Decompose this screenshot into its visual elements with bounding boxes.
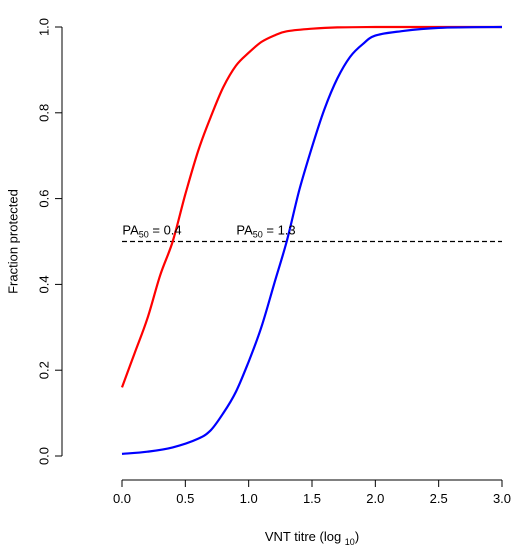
x-tick-label: 1.5 (303, 491, 321, 506)
y-tick-label: 0.4 (36, 275, 51, 293)
series-line-1 (121, 25, 503, 455)
plot-area (120, 25, 503, 455)
y-axis: 0.0 0.2 0.4 0.6 0.8 1.0 (36, 18, 63, 465)
y-tick-label: 0.6 (36, 190, 51, 208)
x-axis: 0.0 0.5 1.0 1.5 2.0 2.5 3.0 (113, 479, 511, 506)
y-tick-label: 0.2 (36, 361, 51, 379)
pa50-label: PA50 = 1.3 (236, 223, 295, 240)
y-tick-label: 0.0 (36, 447, 51, 465)
x-tick-label: 3.0 (493, 491, 511, 506)
pa50-label: PA50 = 0.4 (122, 223, 181, 240)
y-tick-label: 1.0 (36, 18, 51, 36)
series-line-0 (120, 25, 502, 388)
x-tick-label: 2.0 (366, 491, 384, 506)
x-axis-title: VNT titre (log 10) (265, 529, 359, 547)
x-tick-label: 0.0 (113, 491, 131, 506)
x-tick-label: 2.5 (430, 491, 448, 506)
y-tick-label: 0.8 (36, 104, 51, 122)
x-tick-label: 1.0 (240, 491, 258, 506)
x-tick-label: 0.5 (176, 491, 194, 506)
y-axis-title: Fraction protected (5, 189, 20, 294)
annotations: PA50 = 0.4 PA50 = 1.3 (122, 223, 295, 240)
